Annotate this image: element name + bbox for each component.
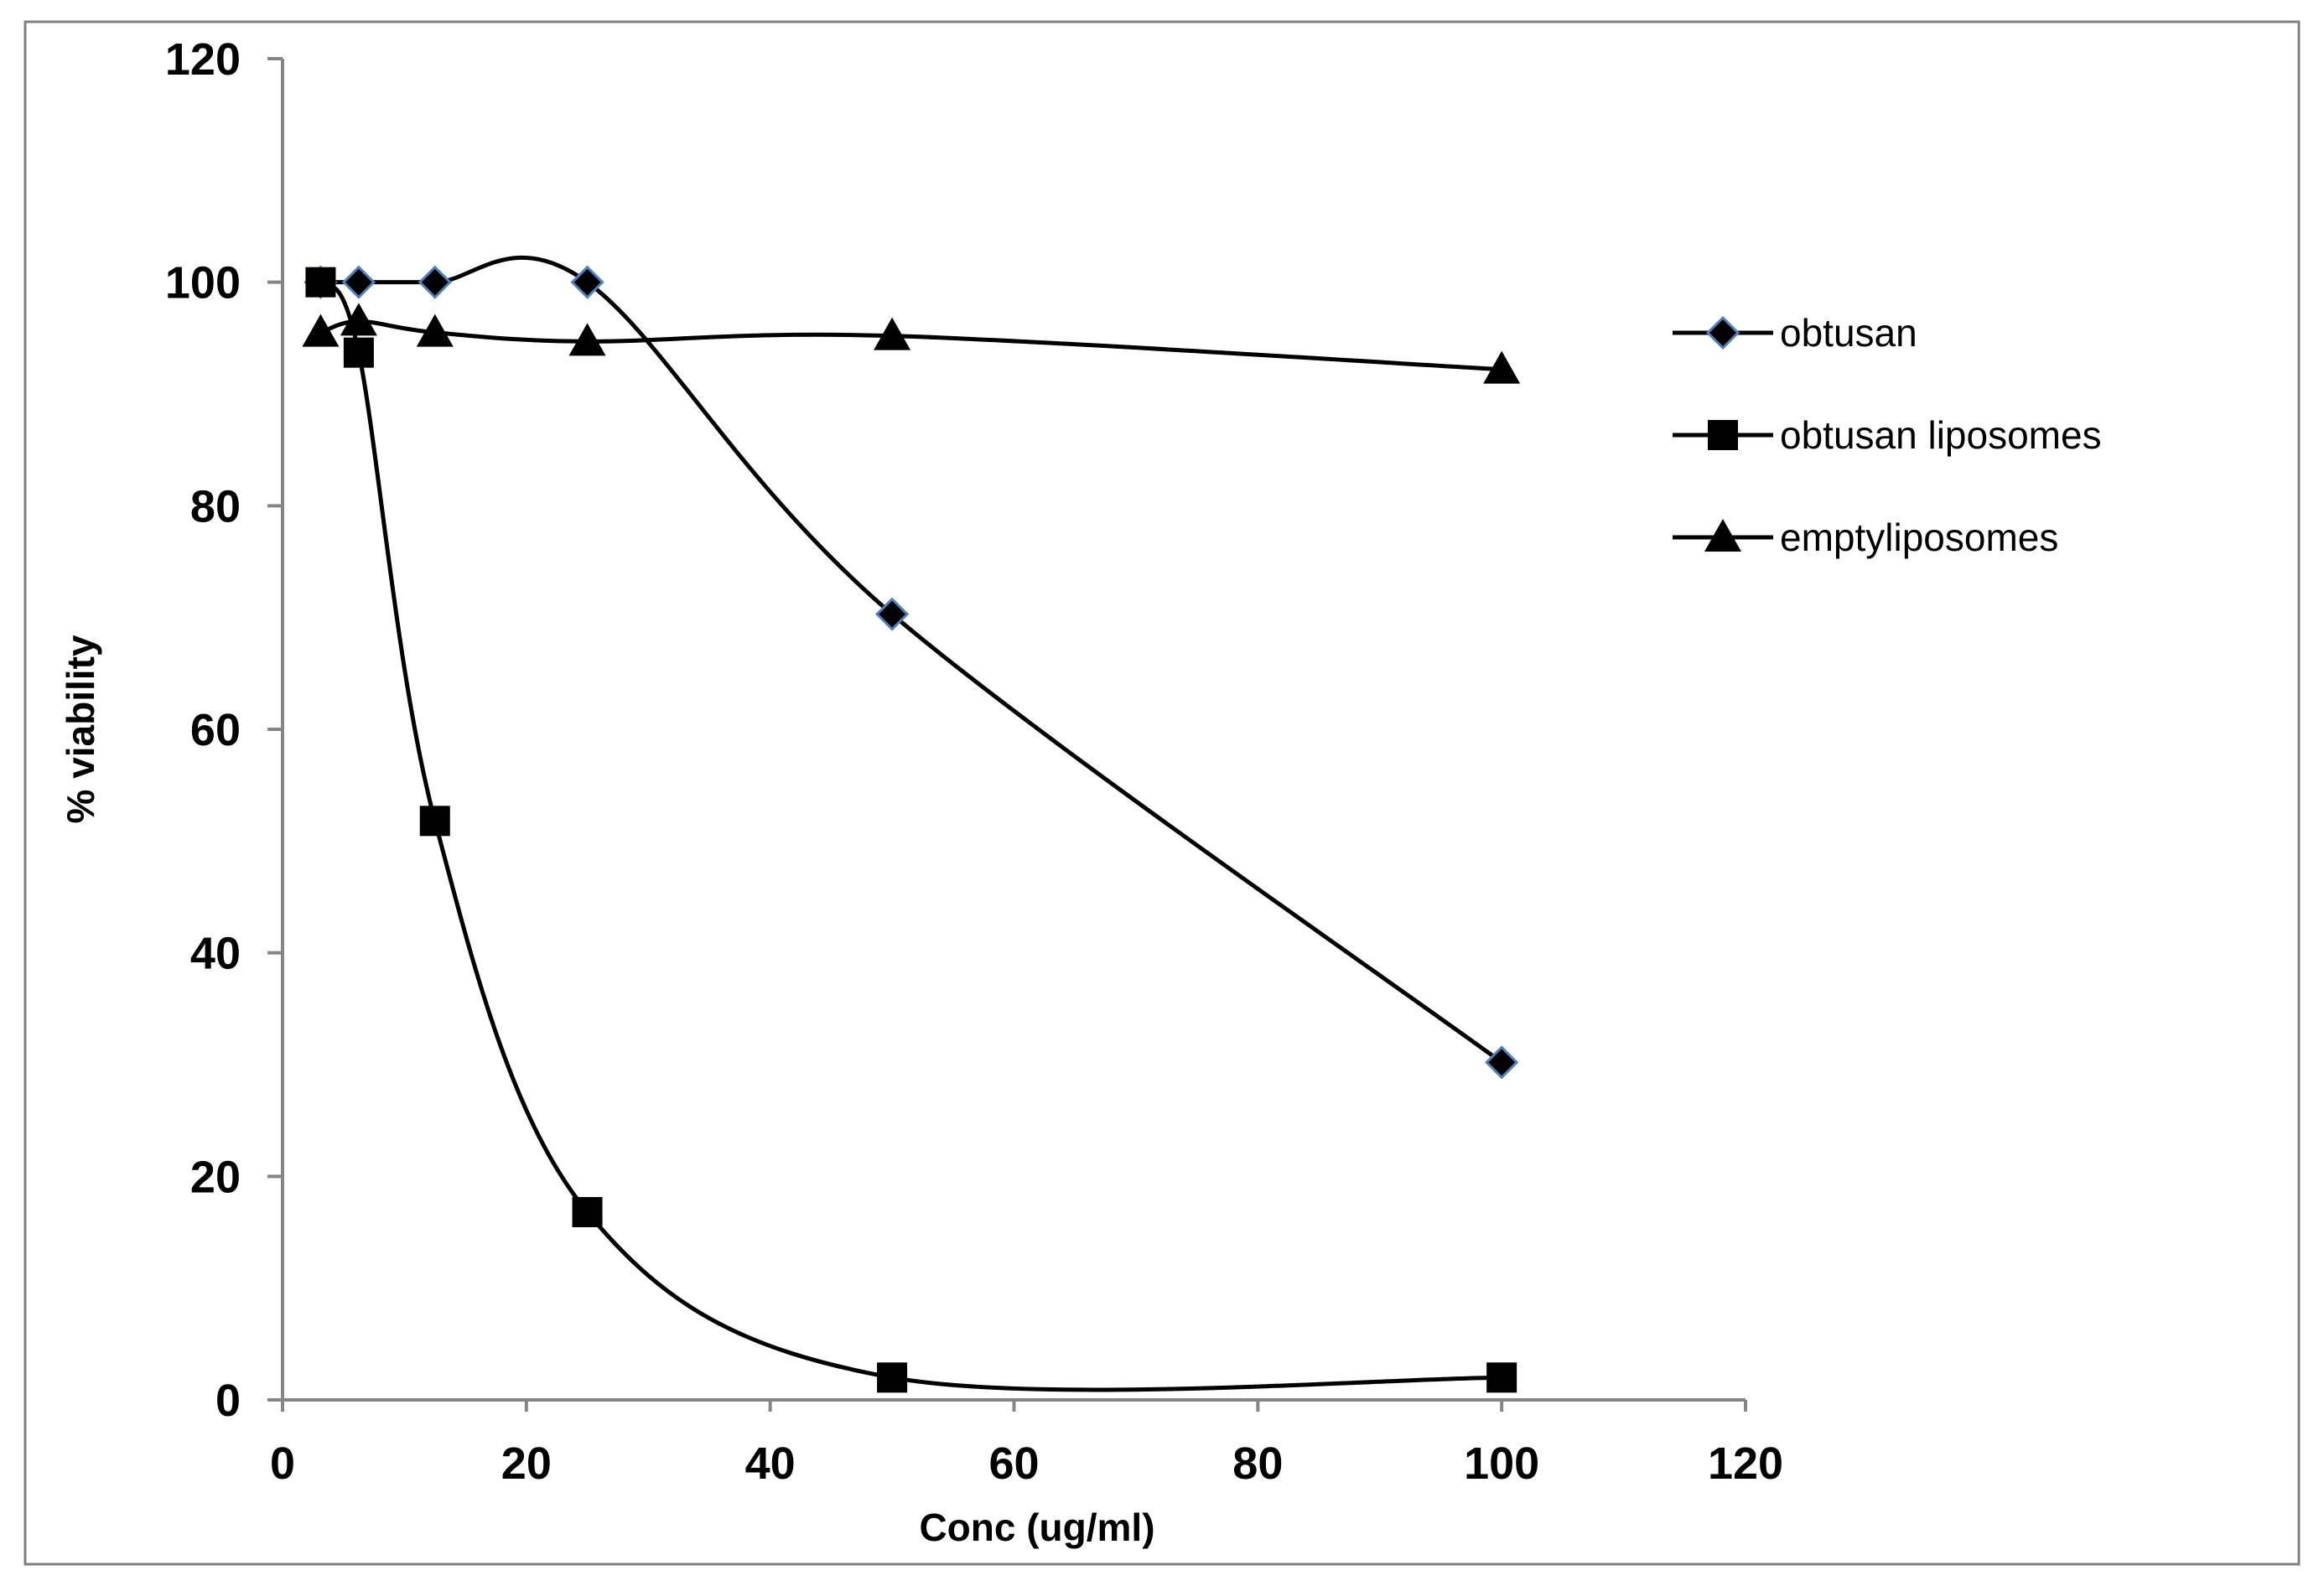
- legend-marker: [1705, 315, 1740, 350]
- x-tick-label: 0: [270, 1438, 295, 1489]
- y-tick-label: 40: [190, 929, 241, 979]
- data-point-triangle: [874, 317, 911, 350]
- series-line: [319, 319, 1502, 372]
- x-axis-title: Conc (ug/ml): [919, 1506, 1154, 1549]
- y-axis-title: % viability: [59, 635, 102, 823]
- legend-item: emptyliposomes: [1673, 516, 2058, 559]
- data-point-diamond: [1485, 1045, 1519, 1080]
- data-point-triangle: [416, 314, 454, 347]
- legend-marker: [1708, 420, 1738, 450]
- data-point-triangle: [1483, 350, 1521, 384]
- x-tick-label: 40: [745, 1438, 796, 1489]
- data-point-triangle: [302, 314, 340, 347]
- legend-label: emptyliposomes: [1780, 516, 2058, 559]
- x-tick-label: 80: [1232, 1438, 1283, 1489]
- chart-frame: [23, 20, 2301, 1566]
- data-point-diamond: [341, 265, 376, 299]
- data-point-square: [1486, 1362, 1517, 1393]
- axes: 0 20 40 60 80 100 120 0 20 40 60 80 100 120: [165, 34, 1783, 1489]
- series-triangle: [302, 303, 1521, 384]
- series-line: [320, 255, 1503, 1065]
- data-point-square: [343, 337, 374, 368]
- legend-item: obtusan: [1673, 311, 1917, 355]
- y-tick-label: 80: [190, 481, 241, 531]
- data-point-triangle: [340, 303, 377, 336]
- y-tick-label: 120: [165, 34, 241, 85]
- data-point-diamond: [418, 265, 452, 299]
- x-tick-label: 120: [1708, 1438, 1783, 1489]
- y-tick-label: 60: [190, 705, 241, 755]
- x-tick-label: 60: [988, 1438, 1039, 1489]
- data-point-square: [305, 267, 336, 298]
- data-point-square: [877, 1362, 908, 1393]
- legend-item: obtusan liposomes: [1673, 413, 2102, 457]
- data-point-diamond: [570, 265, 604, 299]
- x-tick-label: 100: [1464, 1438, 1539, 1489]
- y-tick-label: 100: [165, 258, 241, 308]
- data-point-square: [419, 806, 450, 837]
- y-tick-label: 20: [190, 1152, 241, 1202]
- x-tick-label: 20: [501, 1438, 552, 1489]
- data-point-diamond: [874, 597, 910, 631]
- legend: obtusan obtusan liposomes emptyliposomes: [1673, 311, 2102, 559]
- series: [302, 255, 1521, 1393]
- legend-label: obtusan liposomes: [1780, 413, 2102, 457]
- data-point-square: [572, 1197, 603, 1227]
- legend-marker: [1704, 519, 1741, 552]
- legend-label: obtusan: [1780, 311, 1917, 355]
- series-square: [305, 267, 1517, 1393]
- data-point-triangle: [568, 323, 606, 356]
- series-line: [319, 281, 1502, 1392]
- y-tick-label: 0: [215, 1376, 241, 1426]
